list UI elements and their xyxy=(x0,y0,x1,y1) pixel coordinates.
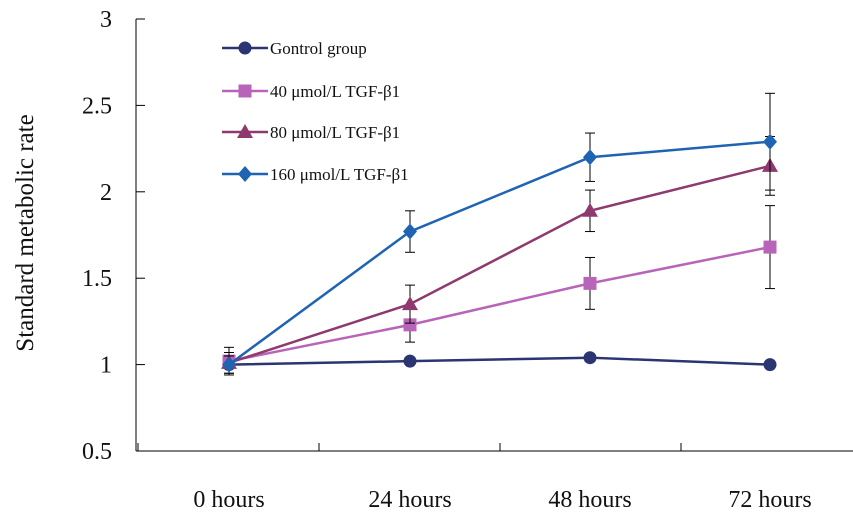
x-tick-label: 48 hours xyxy=(548,487,631,513)
legend-label: 80 μmol/L TGF-β1 xyxy=(270,123,400,142)
series-layer xyxy=(221,92,778,376)
x-tick-label: 24 hours xyxy=(368,487,451,513)
data-point xyxy=(583,276,597,290)
y-tick-labels: 0.5 1 1.5 2 2.5 3 xyxy=(82,7,112,465)
legend-marker xyxy=(238,84,252,98)
legend-item-2: 40 μmol/L TGF-β1 xyxy=(222,82,400,101)
axes xyxy=(135,18,853,452)
data-point xyxy=(763,133,777,150)
series-line xyxy=(228,245,771,363)
legend-label: 40 μmol/L TGF-β1 xyxy=(270,82,400,101)
legend-item-1: Gontrol group xyxy=(222,39,367,58)
data-point xyxy=(583,149,597,166)
y-tick-label: 1.5 xyxy=(82,266,112,292)
y-axis-label: Standard metabolic rate xyxy=(12,114,39,351)
series-1 xyxy=(222,351,777,372)
data-point xyxy=(403,223,417,240)
data-point xyxy=(582,202,598,217)
y-tick-label: 2 xyxy=(100,180,112,206)
y-tick-label: 0.5 xyxy=(82,439,112,465)
data-point xyxy=(403,354,417,368)
series-2 xyxy=(222,205,777,376)
x-tick-label: 72 hours xyxy=(728,487,811,513)
data-point xyxy=(222,356,236,373)
series-line xyxy=(228,140,771,366)
legend-label: Gontrol group xyxy=(270,39,367,58)
legend-marker xyxy=(237,124,253,138)
x-tick-label: 0 hours xyxy=(193,487,264,513)
series-line xyxy=(228,164,771,365)
series-line xyxy=(228,356,771,366)
y-tick-label: 3 xyxy=(100,7,112,33)
legend-label: 160 μmol/L TGF-β1 xyxy=(270,165,409,184)
legend-marker xyxy=(238,41,252,55)
x-tick-labels: 0 hours 24 hours 48 hours 72 hours xyxy=(193,487,811,513)
data-point xyxy=(403,318,417,332)
series-4 xyxy=(222,92,777,374)
legend-item-4: 160 μmol/L TGF-β1 xyxy=(222,165,409,184)
y-tick-label: 2.5 xyxy=(82,93,112,119)
data-point xyxy=(763,358,777,372)
legend: Gontrol group 40 μmol/L TGF-β1 80 μmol/L T… xyxy=(222,39,409,184)
legend-marker xyxy=(238,166,252,182)
legend-item-3: 80 μmol/L TGF-β1 xyxy=(222,123,400,142)
y-tick-label: 1 xyxy=(100,353,112,379)
data-point xyxy=(763,240,777,254)
data-point xyxy=(583,351,597,365)
data-point xyxy=(402,296,418,311)
